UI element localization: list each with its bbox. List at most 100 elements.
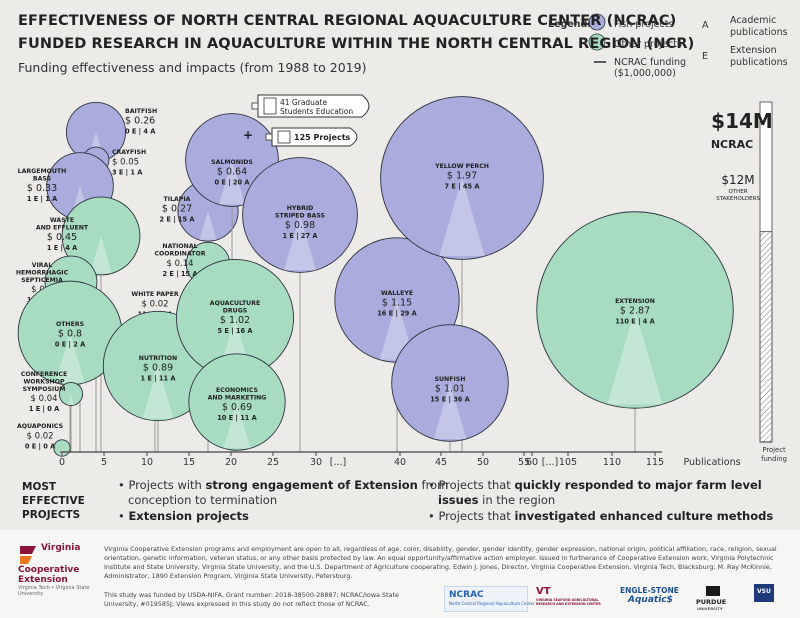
x-tick-label-7: [...] [330,457,346,468]
bubble-value-7: $ 0.02 [26,431,53,441]
vce-flag-icon [20,546,36,564]
bubble-name-15-0: HYBRID [287,205,314,212]
x-axis-title: Publications [683,457,740,468]
engle-stone-line-1: ENGLE-STONE [620,586,679,595]
purdue-line-2: UNIVERSITY [697,606,723,611]
vt-logo-sub: VIRGINIA SEAFOOD AGRICULTURAL RESEARCH A… [536,598,601,606]
bubble-pubs-10: 2 E | 15 A [160,215,196,224]
x-tick-label-15: 110 [603,457,621,468]
bubble-name-10-0: TILAPIA [164,196,191,203]
legend-a-line-2: publications [730,27,788,38]
bubble-pubs-5: 0 E | 2 A [55,340,86,349]
bubble-name-4-0: VIRAL [32,262,53,269]
bubble-name-5-0: OTHERS [56,321,84,328]
ncrac-logo-sub: North Central Regional Aquaculture Cente… [449,601,535,606]
bubble-value-19: $ 2.87 [620,305,650,316]
funding-other-sub2: STAKEHOLDERS [716,196,760,202]
legend-fish: Fish projects [614,19,674,30]
legend-a-letter: A [702,20,709,31]
bubble-name-7-0: AQUAPONICS [17,423,63,430]
bubble-value-17: $ 1.97 [447,170,477,181]
x-tick-label-2: 10 [141,457,153,468]
legend-funding-line-2: ($1,000,000) [614,68,676,79]
bubble-chart: BAITFISH$ 0.260 E | 4 A CRAYFISH$ 0.053 E… [16,13,787,468]
funding-other-sub1: OTHER [728,189,747,195]
most-effective-item-4: • Projects that investigated enhanced cu… [428,509,774,523]
bubble-value-15: $ 0.98 [285,220,315,231]
bubble-name-6-0: CONFERENCE [21,371,67,378]
bubble-name-6-2: SYMPOSIUM [23,386,66,393]
x-tick-label-14: 105 [559,457,577,468]
bubble-pubs-11: 2 E | 15 A [163,270,199,279]
x-tick-label-6: 30 [310,457,322,468]
bubble-name-1-0: CRAYFISH [112,149,146,156]
bubble-pubs-17: 7 E | 45 A [445,182,481,191]
legend-funding-line-1: NCRAC funding [614,57,687,68]
bubble-highlight-17 [439,178,485,257]
most-effective-item-3b: issues in the region [438,493,556,507]
bubble-highlight-15 [283,215,317,271]
most-effective-item-3: • Projects that quickly responded to maj… [428,478,762,492]
x-tick-label-3: 15 [183,457,195,468]
boats-plus: + [243,128,253,142]
bubble-value-11: $ 0.14 [166,259,193,269]
bubble-pubs-6: 1 E | 0 A [29,405,60,414]
boat-text-0-2: Students Education [280,107,353,116]
bubble-highlight-5 [55,333,85,383]
vsu-text: VSU [757,588,771,595]
bubble-pubs-18: 15 E | 36 A [430,395,470,404]
vce-name-3: Extension [18,574,68,585]
bubble-19 [536,211,734,409]
bubble-name-19-0: EXTENSION [615,298,655,305]
bubble-name-17-0: YELLOW PERCH [434,163,489,170]
bubble-18 [391,324,509,442]
engle-stone-logo: ENGLE-STONE Aquatic$ [620,586,682,612]
bubble-pubs-12: 0 E | 20 A [215,178,251,187]
bubble-pubs-1: 3 E | 1 A [112,168,143,177]
boat-hull-0 [257,94,370,118]
vt-logo-mark: VT [536,586,551,597]
bubble-14 [188,353,286,451]
funding-axis-label-2: funding [761,455,787,463]
bubble-value-18: $ 1.01 [435,383,465,394]
vt-logo: VT VIRGINIA SEAFOOD AGRICULTURAL RESEARC… [536,586,608,612]
vce-logo: Virginia Cooperative Extension Virginia … [18,543,96,597]
disclaimer: Virginia Cooperative Extension programs … [104,545,777,580]
bubble-name-15-1: STRIPED BASS [275,212,325,219]
bubble-highlight-9 [142,366,174,419]
bubble-value-2: $ 0.33 [27,183,57,194]
x-tick-label-8: 40 [394,457,406,468]
funding-axis-label-1: Project [762,446,786,454]
x-tick-label-12: 60 [526,457,538,468]
x-tick-label-1: 5 [101,457,107,468]
boat-text-1-1: 125 Projects [294,133,351,142]
most-effective-item-1b: conception to termination [128,493,278,507]
bubble-pubs-19: 110 E | 4 A [615,317,655,326]
bubble-pubs-13: 5 E | 16 A [218,327,254,336]
bubble-value-5: $ 0.8 [58,328,82,339]
x-tick-label-0: 0 [59,457,65,468]
bubble-pubs-14: 10 E | 11 A [217,414,257,423]
bubble-name-6-1: WORKSHOP [23,378,65,385]
bubble-highlight-10 [199,211,217,240]
bubble-name-4-2: SEPTICEMIA [21,277,63,284]
boat-text-0-1: 41 Graduate [280,98,327,107]
bubble-name-11-0: NATIONAL [162,243,197,250]
most-effective-heading-1: MOST [22,481,57,493]
chart-subtitle: Funding effectiveness and impacts (from … [18,60,367,75]
most-effective-item-2: • Extension projects [118,509,249,523]
ncrac-logo-text: NCRAC [449,590,484,600]
footer: Virginia Cooperative Extension Virginia … [0,530,800,618]
bubble-3 [61,196,141,276]
purdue-logo: PURDUE UNIVERSITY [696,586,736,614]
bubble-pubs-0: 0 E | 4 A [125,127,156,136]
bubble-pubs-3: 1 E | 4 A [47,244,78,253]
bubble-name-3-1: AND EFFLUENT [36,224,89,231]
chart-title-line-2: FUNDED RESEARCH IN AQUACULTURE WITHIN TH… [18,36,695,52]
x-tick-label-13: [...] [542,457,558,468]
bubble-value-6: $ 0.04 [30,394,57,404]
legend-e-line-2: publications [730,57,788,68]
bubble-value-16: $ 1.15 [382,297,412,308]
bubble-name-0-0: BAITFISH [125,108,157,115]
